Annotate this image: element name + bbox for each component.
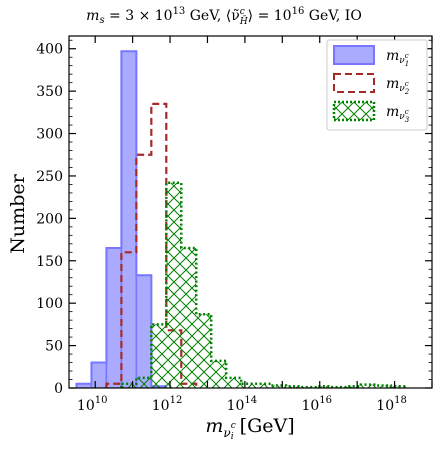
y-tick-label-0: 0 (54, 381, 63, 397)
chart-title: ms = 3 × 1013 GeV, ⟨ν̃c H̄⟩ = 1016 GeV, I… (86, 6, 362, 27)
bar-series-1-bin-5 (135, 274, 153, 388)
bar-series-1-bin-4 (120, 50, 138, 388)
bar-series-3-bin-8 (226, 377, 242, 388)
bar-series-3-bin-1 (121, 383, 137, 388)
x-axis-title: mνc i [GeV] (205, 415, 294, 442)
legend-swatch-1 (333, 45, 375, 65)
bar-series-1-bin-3 (105, 247, 123, 388)
x-tick-label-1e12: 1012 (152, 395, 183, 414)
y-axis-title: Number (7, 173, 29, 253)
bar-series-1-bin-2 (90, 361, 108, 388)
y-tick-label-350: 350 (36, 84, 63, 100)
legend-swatch-3 (332, 100, 376, 122)
bar-series-3-bin-2 (136, 377, 152, 388)
x-tick-label-1e10: 1010 (77, 395, 108, 414)
y-tick-label-100: 100 (36, 296, 63, 312)
bar-series-3-bin-3 (151, 324, 167, 388)
bars-layer (75, 50, 408, 388)
bar-series-3-bin-7 (211, 360, 227, 388)
x-tick-label-1e18: 1018 (376, 395, 407, 414)
series-outline-3 (120, 181, 408, 388)
bar-series-3-bin-19 (390, 386, 406, 388)
bar-series-3-bin-18 (375, 385, 391, 388)
plot-frame (68, 35, 433, 389)
bar-series-3-bin-17 (360, 384, 376, 388)
y-tick-label-50: 50 (45, 339, 63, 355)
bar-series-3-bin-9 (241, 383, 257, 388)
bar-series-3-bin-11 (271, 385, 287, 388)
legend-swatch-2 (333, 73, 375, 93)
bar-series-3-bin-10 (256, 383, 272, 388)
x-tick-label-1e14: 1014 (227, 395, 258, 414)
bar-series-3-bin-6 (196, 314, 212, 388)
bar-series-3-bin-5 (181, 248, 197, 388)
y-tick-label-250: 250 (36, 169, 63, 185)
y-tick-label-200: 200 (36, 211, 63, 227)
y-tick-label-300: 300 (36, 127, 63, 143)
legend: mνc 1 mνc 2 mνc 3 (326, 39, 428, 131)
x-tick-label-1e16: 1016 (301, 395, 332, 414)
y-tick-label-150: 150 (36, 254, 63, 270)
y-tick-label-400: 400 (36, 42, 63, 58)
ticks-layer: 0 50 100 150 200 250 300 350 400 1010 1012 1014 1016… (36, 36, 433, 414)
bar-series-3-bin-4 (166, 182, 182, 388)
